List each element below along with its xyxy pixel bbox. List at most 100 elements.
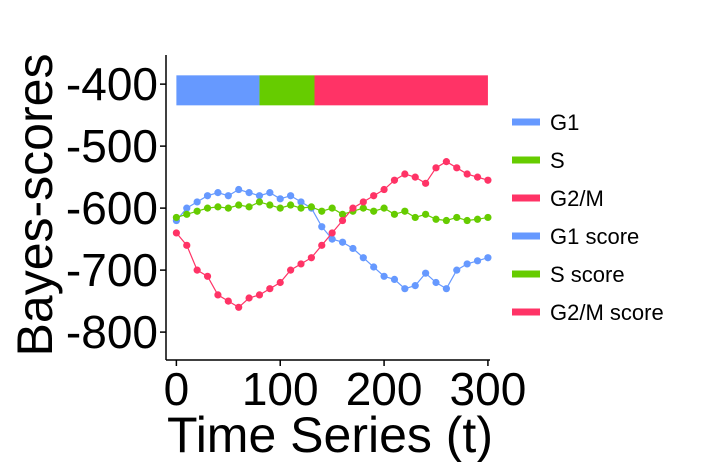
g2-m-score-point xyxy=(193,266,201,274)
g2-m-score-point xyxy=(224,297,232,305)
g2-m-score-point xyxy=(380,185,388,194)
phase-bar-s-segment xyxy=(259,75,315,106)
g2-m-score-point xyxy=(442,158,450,166)
g1-score-point xyxy=(349,244,357,253)
g1-score-point xyxy=(245,189,253,197)
g2-m-score-point xyxy=(422,179,430,187)
g1-score-point xyxy=(380,272,388,280)
y-tick-label: -400 xyxy=(66,58,158,110)
s-score-point xyxy=(183,210,191,218)
g2-m-score-point xyxy=(370,192,378,200)
y-tick-label: -500 xyxy=(66,120,158,172)
g1-score-point xyxy=(453,266,461,274)
g1-score-point xyxy=(276,195,284,203)
g1-score-point xyxy=(401,285,409,293)
s-score-point xyxy=(307,203,315,211)
s-score-point xyxy=(338,210,347,218)
g2-m-score-point xyxy=(266,285,274,293)
g1-score-point xyxy=(370,263,378,271)
y-axis-title: Bayes-scores xyxy=(7,54,63,357)
g1-score-point xyxy=(287,192,295,200)
s-score-point xyxy=(422,210,430,218)
legend-label-g1-score: G1 score xyxy=(550,224,639,249)
g2-m-score-point xyxy=(183,241,191,249)
g1-score-point xyxy=(266,189,274,197)
s-score-point xyxy=(380,204,388,212)
g1-score-point xyxy=(328,235,336,243)
s-score-point xyxy=(276,204,284,212)
s-score-point xyxy=(255,198,264,206)
x-tick-label: 300 xyxy=(450,363,527,415)
y-tick-label: -800 xyxy=(66,306,158,358)
g2-m-score-point xyxy=(245,294,253,302)
g2-m-score-point xyxy=(453,164,461,172)
legend-label-g2-m-score: G2/M score xyxy=(550,300,664,325)
g2-m-score-point xyxy=(411,173,419,181)
g1-score-point xyxy=(224,192,232,200)
g2-m-score-point xyxy=(401,170,409,178)
g2-m-score-point xyxy=(287,266,295,274)
legend: G1 S G2/M G1 score S score G2/M score xyxy=(512,110,664,325)
legend-label-s-score: S score xyxy=(550,262,625,287)
s-score-point xyxy=(390,210,399,218)
g2-m-score-point xyxy=(255,291,264,299)
g1-score-point xyxy=(318,223,326,231)
g1-score-point xyxy=(411,282,419,290)
s-score-point xyxy=(318,207,326,215)
g2-m-score-point xyxy=(297,260,305,268)
g1-score-point xyxy=(297,198,305,206)
s-score-point xyxy=(328,204,336,212)
s-score-point xyxy=(266,201,274,209)
g2-m-score-point xyxy=(318,241,326,249)
x-tick-label: 200 xyxy=(346,363,423,415)
g1-score-point xyxy=(422,269,430,277)
g1-score-point xyxy=(359,254,367,262)
s-score-point xyxy=(463,216,471,225)
g1-score-point xyxy=(390,275,399,284)
s-score-point xyxy=(245,203,253,211)
phase-bar-g2m-segment xyxy=(314,75,488,106)
s-score-point xyxy=(287,201,295,209)
g1-score-point xyxy=(338,238,347,246)
s-score-point xyxy=(214,203,222,211)
x-tick-label: 0 xyxy=(164,363,190,415)
s-score-point xyxy=(193,207,201,215)
phase-bar-g1-segment xyxy=(176,75,260,106)
g2-m-score-point xyxy=(307,254,315,262)
ticks: 0 100 200 300 -400 -500 -600 -700 -800 xyxy=(66,58,526,415)
x-axis-title: Time Series (t) xyxy=(167,407,493,462)
s-score-point xyxy=(401,207,409,215)
s-score-point xyxy=(473,215,482,223)
y-tick-label: -700 xyxy=(66,244,158,296)
g2-m-score-point xyxy=(338,216,347,225)
g1-score-point xyxy=(183,204,191,212)
s-score-point xyxy=(224,204,232,212)
g2-m-score-point xyxy=(328,229,336,237)
g2-m-score-point xyxy=(432,164,440,172)
g2-m-score-point xyxy=(349,204,357,212)
s-score-point xyxy=(370,207,378,215)
y-tick-label: -600 xyxy=(66,182,158,234)
g2-m-score-point xyxy=(473,173,482,181)
g1-score-point xyxy=(193,198,201,206)
g2-m-score-point xyxy=(276,278,284,287)
g1-score-point xyxy=(235,185,243,194)
g1-score-point xyxy=(432,278,440,287)
x-tick-label: 100 xyxy=(242,363,319,415)
s-score-point xyxy=(442,216,450,225)
g2-m-score-point xyxy=(390,176,399,184)
legend-label-g2-m: G2/M xyxy=(550,186,604,211)
g2-m-score-point xyxy=(359,198,367,206)
s-score-point xyxy=(359,204,367,212)
s-score-point xyxy=(297,204,305,212)
g1-score-point xyxy=(484,254,492,262)
s-score-point xyxy=(484,213,492,222)
s-score-point xyxy=(453,213,461,222)
g2-m-score-point xyxy=(463,170,471,178)
g1-score-point xyxy=(442,285,450,293)
s-score-point xyxy=(203,204,212,212)
legend-label-g1: G1 xyxy=(550,110,579,135)
s-score-point xyxy=(411,213,419,222)
legend-label-s: S xyxy=(550,148,565,173)
